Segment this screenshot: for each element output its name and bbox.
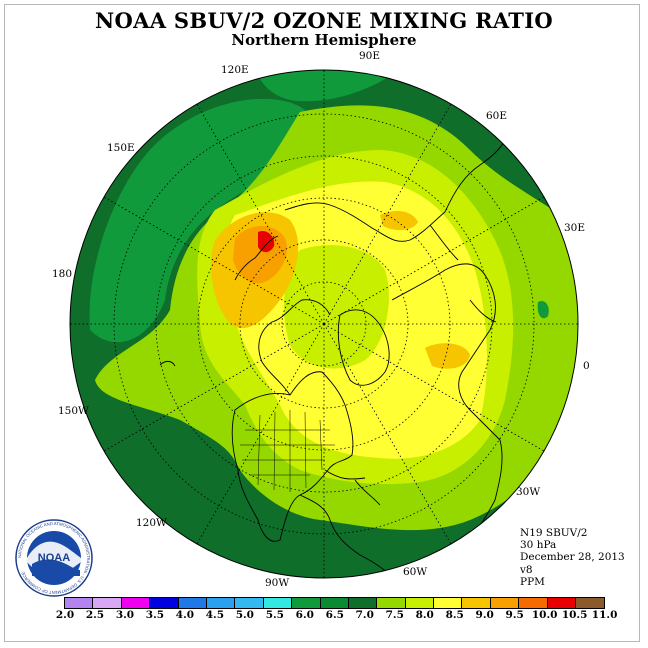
colorbar-segment [93, 598, 122, 608]
info-level: 30 hPa [520, 539, 557, 552]
colorbar-segment [348, 598, 378, 608]
noaa-logo-text: NOAA [38, 552, 70, 564]
ozone-region-orange-north [380, 210, 418, 231]
lon-label-60e: 60E [486, 110, 508, 122]
coast-siberia [284, 202, 446, 242]
lon-label-60w: 60W [403, 566, 428, 578]
lon-label-150e: 150E [107, 142, 135, 154]
colorbar-segment [519, 598, 548, 608]
lon-label-120e: 120E [221, 64, 249, 76]
colorbar-tick-label: 3.5 [145, 609, 165, 621]
colorbar-tick-label: 9.5 [505, 609, 524, 621]
colorbar-segment [263, 598, 293, 608]
ozone-region-mid-green [89, 98, 305, 343]
colorbar-segment [150, 598, 179, 608]
coastlines [159, 139, 506, 578]
ozone-region-center-lower [284, 245, 389, 369]
colorbar-tick-label: 10.5 [561, 609, 588, 621]
colorbar-tick-label: 2.0 [55, 609, 75, 621]
lon-label-90e: 90E [359, 50, 381, 62]
colorbar [64, 597, 606, 609]
colorbar-segment [576, 598, 605, 608]
colorbar-tick-label: 4.0 [175, 609, 195, 621]
info-instrument: N19 SBUV/2 [520, 527, 588, 539]
colorbar-segment [547, 598, 577, 608]
colorbar-tick-label: 9.0 [475, 609, 494, 621]
figure-frame [4, 4, 640, 642]
colorbar-tick-label: 2.5 [85, 609, 105, 621]
colorbar-segment [178, 598, 207, 608]
colorbar-segment [490, 598, 520, 608]
map-subtitle: Northern Hemisphere [231, 31, 417, 49]
colorbar-tick-label: 10.0 [531, 609, 558, 621]
lon-label-30w: 30W [516, 486, 541, 498]
coast-arctic-canada [258, 299, 331, 396]
ozone-region-red [258, 230, 275, 253]
colorbar-segment [292, 598, 321, 608]
colorbar-tick-label: 4.5 [205, 609, 225, 621]
colorbar-segment [377, 598, 406, 608]
colorbar-tick-label: 5.5 [265, 609, 284, 621]
lon-label-0: 0 [583, 360, 590, 372]
hemisphere-boundary [69, 69, 579, 579]
coast-north-america [231, 371, 354, 542]
graticule [70, 70, 578, 578]
info-version: v8 [520, 563, 533, 576]
colorbar-tick-label: 6.0 [295, 609, 314, 621]
colorbar-tick-label: 8.5 [445, 609, 464, 621]
ozone-field [70, 70, 578, 578]
coast-greenland [337, 309, 390, 386]
colorbar-tick-label: 5.0 [235, 609, 254, 621]
coast-asia-east [444, 139, 506, 213]
colorbar-tick-label: 11.0 [591, 609, 618, 621]
colorbar-segment [235, 598, 264, 608]
lon-label-120w: 120W [136, 517, 167, 529]
colorbar-segment [206, 598, 236, 608]
colorbar-tick-label: 6.5 [325, 609, 344, 621]
coast-scandinavia [429, 224, 497, 323]
ozone-region-orange-europe [425, 343, 470, 369]
ozone-region-dark-patch [537, 300, 549, 319]
info-units: PPM [520, 575, 545, 588]
colorbar-segment [121, 598, 151, 608]
coast-caribbean [324, 469, 381, 506]
lon-label-90w: 90W [265, 577, 290, 589]
lon-label-180: 180 [52, 268, 73, 280]
colorbar-segment [434, 598, 463, 608]
colorbar-tick-label: 8.0 [415, 609, 434, 621]
info-date: December 28, 2013 [520, 551, 625, 564]
ozone-region-mid-green-2 [255, 70, 390, 102]
colorbar-segment [65, 598, 94, 608]
colorbar-segment [462, 598, 491, 608]
coast-kamchatka [234, 235, 279, 281]
colorbar-tick-label: 7.0 [355, 609, 374, 621]
coast-aleutians [159, 360, 176, 367]
colorbar-segment [320, 598, 349, 608]
info-block: N19 SBUV/2 30 hPa December 28, 2013 v8 P… [520, 527, 625, 588]
coast-europe [391, 263, 501, 441]
map-title: NOAA SBUV/2 OZONE MIXING RATIO [95, 8, 553, 33]
us-states-grid [240, 410, 335, 492]
colorbar-tick-label: 3.0 [115, 609, 135, 621]
noaa-logo: NOAA NATIONAL OCEANIC AND ATMOSPHERIC AD… [15, 519, 93, 597]
colorbar-segment [405, 598, 435, 608]
lon-label-30e: 30E [564, 222, 586, 234]
lon-label-150w: 150W [58, 405, 89, 417]
colorbar-tick-label: 7.5 [385, 609, 404, 621]
